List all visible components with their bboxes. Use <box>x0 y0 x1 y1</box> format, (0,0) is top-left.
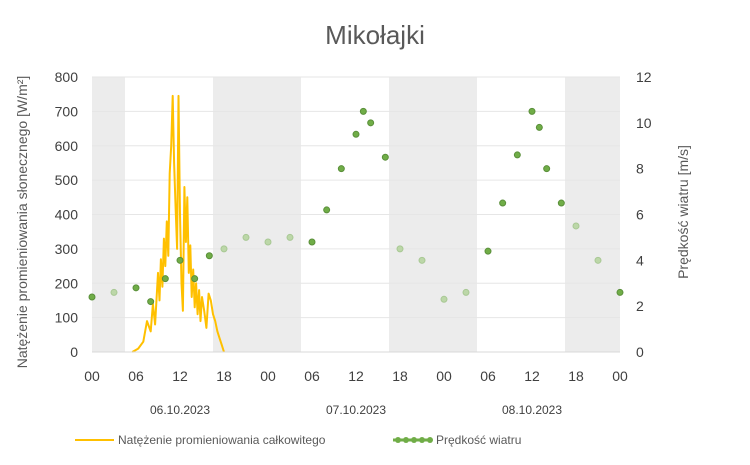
wind-speed-point <box>220 245 228 253</box>
right-y-tick-label: 6 <box>636 207 644 223</box>
right-y-tick-label: 12 <box>636 69 652 85</box>
legend-marker-wind <box>427 437 433 443</box>
wind-speed-point <box>308 238 316 246</box>
series-group <box>88 94 624 353</box>
axes-group: 0 100 200 300 400 500 600 700 800 0 2 4 6 8 10 12 00 06 12… <box>55 69 652 417</box>
left-y-tick-label: 700 <box>55 103 79 119</box>
wind-speed-point <box>359 107 367 115</box>
wind-speed-point <box>323 206 331 214</box>
left-y-tick-label: 200 <box>55 275 79 291</box>
left-axis-title: Natężenie promieniowania słonecznego [W/… <box>14 76 30 369</box>
wind-speed-point <box>110 288 118 296</box>
right-axis-title: Prędkość wiatru [m/s] <box>675 145 691 279</box>
wind-speed-point <box>161 275 169 283</box>
wind-speed-point <box>242 233 250 241</box>
legend-marker-wind <box>419 437 425 443</box>
right-y-tick-label: 4 <box>636 252 644 268</box>
x-tick-label: 00 <box>84 368 100 384</box>
wind-speed-point <box>176 256 184 264</box>
radiation-line <box>131 94 225 353</box>
left-y-tick-label: 500 <box>55 172 79 188</box>
chart-title: Mikołajki <box>325 20 425 50</box>
right-y-tick-label: 10 <box>636 115 652 131</box>
x-tick-label: 12 <box>172 368 188 384</box>
date-label: 07.10.2023 <box>326 403 386 417</box>
x-tick-label: 00 <box>436 368 452 384</box>
left-y-tick-label: 0 <box>70 344 78 360</box>
left-y-tick-label: 800 <box>55 69 79 85</box>
wind-speed-point <box>557 199 565 207</box>
left-y-tick-label: 400 <box>55 207 79 223</box>
left-y-tick-label: 600 <box>55 138 79 154</box>
legend-marker-wind <box>411 437 417 443</box>
date-label: 08.10.2023 <box>502 403 562 417</box>
legend-label-wind: Prędkość wiatru <box>436 433 521 447</box>
legend-label-radiation: Natężenie promieniowania całkowitego <box>118 433 326 447</box>
left-y-tick-label: 100 <box>55 310 79 326</box>
wind-speed-point <box>264 238 272 246</box>
wind-speed-point <box>205 252 213 260</box>
wind-speed-point <box>396 245 404 253</box>
wind-speed-point <box>543 165 551 173</box>
wind-speed-point <box>528 107 536 115</box>
date-label: 06.10.2023 <box>150 403 210 417</box>
wind-speed-point <box>499 199 507 207</box>
wind-speed-point <box>513 151 521 159</box>
wind-speed-point <box>352 130 360 138</box>
legend: Natężenie promieniowania całkowitego Prę… <box>75 433 521 447</box>
wind-speed-point <box>191 275 199 283</box>
wind-speed-point <box>381 153 389 161</box>
wind-speed-point <box>535 123 543 131</box>
x-tick-label: 00 <box>260 368 276 384</box>
wind-speed-point <box>572 222 580 230</box>
x-tick-label: 18 <box>568 368 584 384</box>
wind-speed-point <box>484 247 492 255</box>
left-y-tick-label: 300 <box>55 241 79 257</box>
wind-speed-point <box>616 288 624 296</box>
x-tick-label: 06 <box>480 368 496 384</box>
wind-speed-point <box>337 165 345 173</box>
wind-speed-point <box>594 256 602 264</box>
x-tick-label: 06 <box>304 368 320 384</box>
wind-speed-point <box>418 256 426 264</box>
wind-speed-point <box>88 293 96 301</box>
x-tick-label: 12 <box>348 368 364 384</box>
wind-speed-point <box>132 284 140 292</box>
wind-speed-point <box>147 298 155 306</box>
right-y-tick-label: 8 <box>636 161 644 177</box>
legend-marker-wind <box>403 437 409 443</box>
wind-speed-point <box>462 288 470 296</box>
x-tick-label: 12 <box>524 368 540 384</box>
right-y-tick-label: 0 <box>636 344 644 360</box>
right-y-tick-label: 2 <box>636 298 644 314</box>
wind-speed-point <box>367 119 375 127</box>
x-tick-label: 06 <box>128 368 144 384</box>
wind-speed-point <box>286 233 294 241</box>
legend-marker-wind <box>395 437 401 443</box>
x-tick-label: 18 <box>216 368 232 384</box>
x-tick-label: 00 <box>612 368 628 384</box>
x-tick-label: 18 <box>392 368 408 384</box>
wind-speed-point <box>440 295 448 303</box>
